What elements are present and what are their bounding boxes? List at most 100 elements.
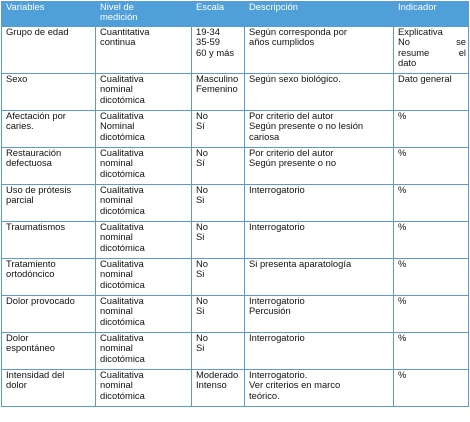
table-row: Restauración defectuosa Cualitativa nominal… [1, 147, 469, 185]
table-row: Uso de prótesis parcial Cualitativa nominal… [1, 184, 469, 222]
cell-indicador: Explicativa No se resume el dato [393, 26, 469, 74]
cell-nivel: Cualitativa nominal dicotómica [95, 147, 192, 185]
header-descripcion: Descripción [244, 1, 394, 27]
cell-line: nominal [100, 379, 133, 391]
cell-indicador: % [393, 221, 469, 259]
cell-line: % [398, 369, 407, 380]
cell-descripcion: Según sexo biológico. [244, 73, 394, 111]
table-row: Tratamiento ortodóncico Cualitativa nominal… [1, 258, 469, 296]
cell-indicador: % [393, 147, 469, 185]
cell-line: Cualitativa [100, 295, 144, 306]
cell-line: No [196, 184, 208, 195]
cell-line: Grupo de edad [6, 26, 69, 37]
cell-word: se [456, 36, 466, 48]
cell-line: Si presenta aparatología [249, 258, 352, 269]
table-row: Dolor espontáneo Cualitativa nominal dicotóm… [1, 332, 469, 370]
cell-line: 60 y más [196, 46, 235, 58]
table-row: Afectación por caries. Cualitativa Nominal d… [1, 110, 469, 148]
cell-line: Interrogatorio. [249, 369, 308, 380]
cell-variable: Tratamiento ortodóncico [1, 258, 96, 296]
cell-descripcion: Interrogatorio [244, 221, 394, 259]
cell-nivel: Cualitativa nominal dicotómica [95, 369, 192, 407]
cell-line: resume el [398, 47, 466, 58]
cell-escala: Masculino Femenino [191, 73, 245, 111]
cell-nivel: Cualitativa nominal dicotómica [95, 295, 192, 333]
cell-line: Según sexo biológico. [249, 73, 341, 84]
cell-line: dicotómica [100, 389, 145, 401]
cell-line: % [398, 184, 407, 195]
cell-line: Restauración [6, 147, 62, 158]
cell-nivel: Cuantitativa continua [95, 26, 192, 74]
cell-line: Dato general [398, 73, 452, 84]
cell-line: % [398, 147, 407, 158]
cell-line: nominal [100, 305, 133, 317]
cell-nivel: Cualitativa nominal dicotómica [95, 73, 192, 111]
cell-line: Cualitativa [100, 258, 144, 269]
cell-line: años cumplidos [249, 36, 315, 48]
cell-nivel: Cualitativa nominal dicotómica [95, 258, 192, 296]
cell-indicador: % [393, 184, 469, 222]
cell-line: No se [398, 36, 466, 48]
cell-line: Ver criterios en marco [249, 379, 341, 391]
cell-escala: No Si [191, 184, 245, 222]
cell-line: Cualitativa [100, 184, 144, 195]
table-row: Dolor provocado Cualitativa nominal dicotóm… [1, 295, 469, 333]
cell-variable: Dolor espontáneo [1, 332, 96, 370]
cell-line: dicotómica [100, 167, 145, 179]
cell-line: dicotómica [100, 278, 145, 290]
cell-line: Sí [196, 157, 205, 169]
cell-escala: No Sí [191, 147, 245, 185]
cell-nivel: Cualitativa nominal dicotómica [95, 332, 192, 370]
cell-line: % [398, 295, 407, 306]
cell-line: caries. [6, 120, 34, 132]
cell-line: dicotómica [100, 241, 145, 253]
cell-indicador: % [393, 332, 469, 370]
cell-line: Si [196, 305, 205, 317]
cell-line: % [398, 221, 407, 232]
cell-line: Por criterio del autor [249, 110, 334, 121]
cell-descripcion: Interrogatorio [244, 332, 394, 370]
header-text: Nivel de [100, 1, 134, 12]
cell-line: espontáneo [6, 342, 56, 354]
cell-line: No [196, 221, 208, 232]
cell-line: Femenino [196, 83, 238, 95]
cell-variable: Afectación por caries. [1, 110, 96, 148]
cell-escala: Moderado Intenso [191, 369, 245, 407]
cell-descripcion: Según corresponda por años cumplidos [244, 26, 394, 74]
cell-line: Masculino [196, 73, 239, 84]
cell-line: Si [196, 342, 205, 354]
cell-line: Por criterio del autor [249, 147, 334, 158]
table-row: Traumatismos Cualitativa nominal dicotómica… [1, 221, 469, 259]
cell-indicador: % [393, 295, 469, 333]
header-text: Escala [196, 1, 225, 12]
cell-line: No [196, 332, 208, 343]
cell-line: Según corresponda por [249, 26, 347, 37]
cell-line: nominal [100, 342, 133, 354]
cell-line: Sexo [6, 73, 28, 84]
cell-descripcion: Si presenta aparatología [244, 258, 394, 296]
header-text: Indicador [398, 1, 437, 12]
cell-descripcion: Interrogatorio. Ver criterios en marco teó… [244, 369, 394, 407]
cell-descripcion: Interrogatorio Percusión [244, 295, 394, 333]
cell-line: teórico. [249, 389, 280, 401]
cell-line: Interrogatorio [249, 295, 305, 306]
header-text: Variables [6, 1, 45, 12]
cell-line: Cuantitativa [100, 26, 150, 37]
cell-line: Cualitativa [100, 332, 144, 343]
cell-line: Intensidad del [6, 369, 65, 380]
cell-line: Cualitativa [100, 110, 144, 121]
cell-line: % [398, 258, 407, 269]
cell-variable: Sexo [1, 73, 96, 111]
table-row: Sexo Cualitativa nominal dicotómica Masculin… [1, 73, 469, 111]
cell-descripcion: Por criterio del autor Según presente o n… [244, 110, 394, 148]
cell-line: dolor [6, 379, 27, 391]
header-text: Descripción [249, 1, 298, 12]
cell-escala: No Sí [191, 110, 245, 148]
header-escala: Escala [191, 1, 245, 27]
cell-line: dicotómica [100, 204, 145, 216]
cell-escala: No Si [191, 295, 245, 333]
cell-line: nominal [100, 231, 133, 243]
cell-line: Dolor provocado [6, 295, 75, 306]
cell-line: % [398, 110, 407, 121]
